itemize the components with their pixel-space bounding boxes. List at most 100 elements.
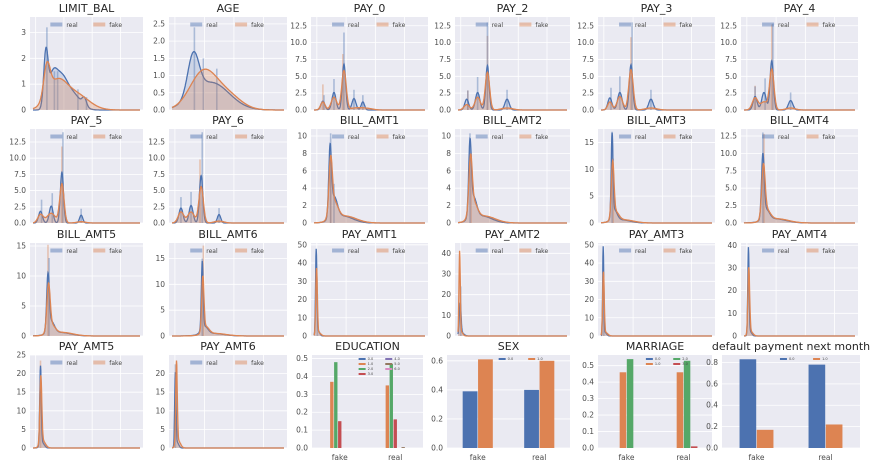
legend-label: 0.0 <box>789 357 795 361</box>
legend-label-fake: fake <box>823 248 836 255</box>
y-tick-label: 40 <box>297 259 307 268</box>
legend-swatch-real <box>50 22 63 27</box>
y-tick-label: 6 <box>446 166 451 175</box>
real-histogram-bar <box>329 133 332 223</box>
fake-density-curve <box>601 158 712 224</box>
legend-label-real: real <box>206 248 218 255</box>
real-histogram-bar <box>56 71 59 110</box>
y-tick-label: 10 <box>584 313 594 322</box>
legend-label-real: real <box>778 134 790 141</box>
legend-swatch-5.0 <box>385 363 393 365</box>
fake-density-curve <box>601 68 712 111</box>
y-tick-label: 30 <box>441 270 451 279</box>
y-tick-label: 2.5 <box>153 19 165 28</box>
y-tick-label: 0.1 <box>582 427 594 436</box>
real-histogram-fill <box>33 47 140 110</box>
y-tick-label: 2 <box>446 201 451 210</box>
fake-density-curve <box>33 375 140 449</box>
subplot-title: PAY_0 <box>354 2 386 15</box>
legend-label-real: real <box>635 134 647 141</box>
y-tick-label: 0.0 <box>296 444 308 453</box>
plot-area <box>741 17 858 110</box>
legend-label-real: real <box>66 134 78 141</box>
fake-density-curve <box>600 271 712 337</box>
plot-area <box>455 129 570 223</box>
legend-swatch-fake <box>806 134 819 139</box>
legend-swatch-fake <box>235 360 248 365</box>
y-tick-label: 6 <box>302 166 307 175</box>
legend-swatch-fake <box>235 134 248 139</box>
y-tick-label: 0.0 <box>14 219 26 228</box>
legend-label: 2.0 <box>682 357 688 361</box>
subplot-sex: 0.0 0.2 0.4 0.6 SEX fake real 0.0 1.0 <box>431 340 570 462</box>
plot-area <box>311 17 428 110</box>
bar-real-3.0 <box>690 446 698 448</box>
y-tick-label: 30 <box>727 263 737 272</box>
legend-label: 5.0 <box>394 362 400 366</box>
real-histogram-bar <box>193 27 196 110</box>
y-tick-label: 10.0 <box>720 149 737 158</box>
subplot-title: PAY_AMT1 <box>342 228 398 241</box>
subplot-title: PAY_5 <box>71 114 103 127</box>
legend-swatch-0.0 <box>779 358 787 360</box>
bar-fake-1.0 <box>756 429 774 448</box>
y-tick-label: 15 <box>155 254 165 263</box>
y-tick-label: 10.0 <box>577 38 594 47</box>
y-tick-label: 30 <box>297 277 307 286</box>
fake-density-curve <box>172 360 284 449</box>
y-tick-label: 0.0 <box>582 444 594 453</box>
fake-histogram-fill <box>458 154 567 223</box>
y-tick-label: 20 <box>441 290 451 299</box>
y-tick-label: 5.0 <box>153 186 165 195</box>
legend-swatch-real <box>190 360 203 365</box>
legend-label-fake: fake <box>393 22 406 29</box>
fake-histogram-bar <box>630 37 632 110</box>
y-tick-label: 2.5 <box>153 202 165 211</box>
legend-label-fake: fake <box>109 134 122 141</box>
y-tick-label: 0.0 <box>706 444 718 453</box>
y-tick-label: 0.2 <box>706 422 718 431</box>
y-tick-label: 15 <box>584 138 594 147</box>
legend-swatch-real <box>50 248 63 253</box>
legend-label-fake: fake <box>680 22 693 29</box>
plot-area <box>455 17 570 110</box>
fake-density-curve <box>458 71 567 111</box>
plot-area <box>598 17 715 110</box>
legend-swatch-fake <box>376 248 389 253</box>
y-tick-label: 40 <box>727 241 737 250</box>
legend-swatch-fake <box>93 134 106 139</box>
fake-density-curve <box>172 185 284 224</box>
plot-area <box>169 129 287 223</box>
subplot-title: BILL_AMT1 <box>340 114 399 127</box>
legend-label-real: real <box>206 22 218 29</box>
legend-swatch-fake <box>235 248 248 253</box>
legend-swatch-0.0 <box>645 358 653 360</box>
legend-label-fake: fake <box>823 22 836 29</box>
y-tick-label: 0 <box>446 332 451 341</box>
legend-label-fake: fake <box>251 134 264 141</box>
y-tick-label: 0.4 <box>706 401 718 410</box>
y-tick-label: 0.6 <box>706 379 718 388</box>
plot-area <box>598 129 715 223</box>
y-tick-label: 0 <box>446 219 451 228</box>
y-tick-label: 10.0 <box>290 38 307 47</box>
legend-label: 1.0 <box>537 357 543 361</box>
x-tick-label: fake <box>470 453 486 462</box>
legend-swatch-real <box>190 134 203 139</box>
y-tick-label: 10 <box>441 131 451 140</box>
legend-swatch-real <box>762 134 775 139</box>
y-tick-label: 20 <box>727 286 737 295</box>
y-tick-label: 0.0 <box>582 106 594 115</box>
real-histogram-bar <box>333 79 335 110</box>
legend-swatch-real <box>475 22 488 27</box>
bar-real-2.0 <box>389 363 393 448</box>
legend-swatch-1.0 <box>645 363 653 365</box>
y-tick-label: 15 <box>16 242 26 251</box>
real-histogram-bar <box>180 197 182 223</box>
y-tick-label: 4 <box>446 184 451 193</box>
